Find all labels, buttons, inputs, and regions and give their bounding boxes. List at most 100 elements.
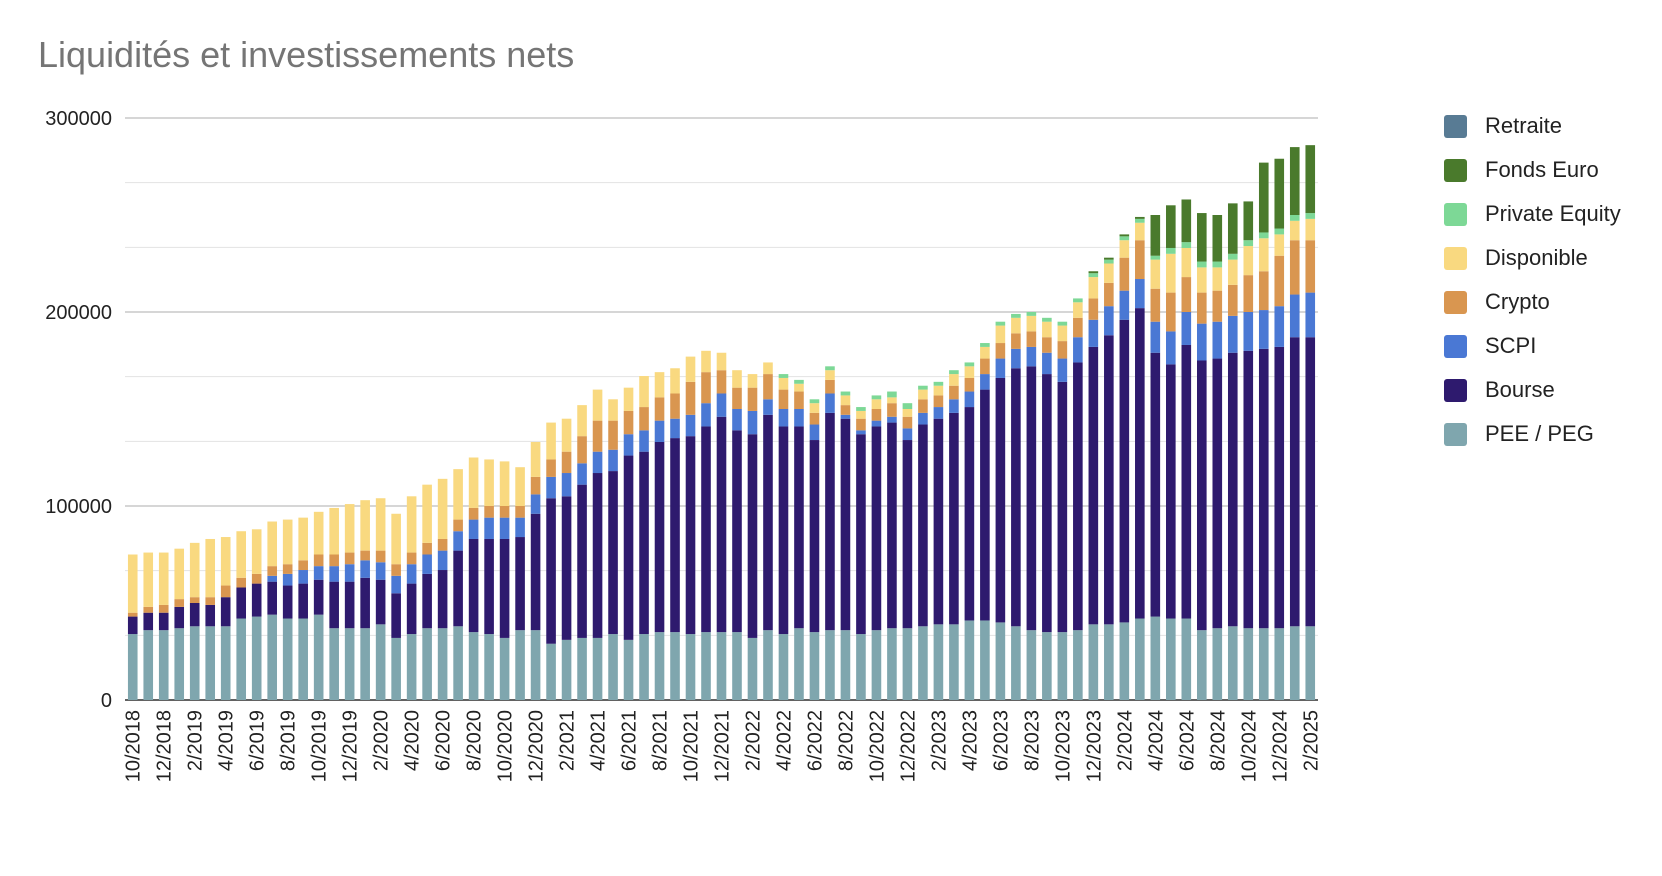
bar-segment-crypto-11-2019 xyxy=(329,554,339,567)
bar-segment-fonds-euro-12-2024 xyxy=(1274,158,1285,229)
bar-segment-bourse-6-2019 xyxy=(251,583,262,617)
y-tick-label: 100000 xyxy=(45,496,112,518)
bar-segment-pee-peg-3-2019 xyxy=(205,626,216,700)
bar-segment-pee-peg-9-2024 xyxy=(1227,626,1238,700)
bar-segment-pee-peg-1-2021 xyxy=(546,643,556,700)
bar-segment-bourse-7-2021 xyxy=(639,451,649,635)
bar-segment-private-equity-7-2024 xyxy=(1196,261,1207,268)
bar-segment-scpi-2-2024 xyxy=(1119,290,1130,320)
bar-segment-bourse-2-2022 xyxy=(747,434,758,638)
bar-segment-bourse-10-2023 xyxy=(1057,381,1068,633)
bar-segment-crypto-2-2025 xyxy=(1305,240,1316,293)
bar-segment-crypto-12-2022 xyxy=(902,416,913,429)
bar-segment-crypto-12-2018 xyxy=(158,604,169,613)
bar-segment-crypto-4-2023 xyxy=(964,377,975,392)
bar-segment-scpi-8-2023 xyxy=(1026,346,1037,367)
bar-segment-fonds-euro-11-2024 xyxy=(1258,162,1269,233)
bar-segment-crypto-11-2020 xyxy=(515,506,525,518)
bar-segment-scpi-5-2023 xyxy=(980,374,990,390)
bar-segment-disponible-4-2022 xyxy=(778,377,789,390)
bar-segment-crypto-10-2022 xyxy=(871,409,882,421)
x-tick-label: 4/2023 xyxy=(959,710,981,771)
bar-segment-disponible-4-2020 xyxy=(406,496,417,553)
bars xyxy=(127,145,1316,700)
bar-segment-crypto-4-2022 xyxy=(778,389,789,409)
x-tick-label: 4/2020 xyxy=(402,710,424,771)
bar-segment-bourse-5-2020 xyxy=(422,573,432,629)
bar-segment-crypto-2-2023 xyxy=(933,395,944,408)
bar-segment-disponible-3-2024 xyxy=(1135,222,1145,241)
bar-segment-disponible-12-2019 xyxy=(344,504,355,553)
bar-segment-crypto-7-2023 xyxy=(1011,333,1021,349)
bar-segment-bourse-12-2023 xyxy=(1088,346,1099,625)
legend-swatch xyxy=(1444,202,1467,226)
bar-segment-private-equity-10-2022 xyxy=(871,395,882,400)
bar-segment-crypto-4-2021 xyxy=(592,420,603,452)
bar-segment-crypto-8-2024 xyxy=(1212,290,1223,322)
bar-segment-disponible-1-2020 xyxy=(360,500,370,551)
bar-segment-pee-peg-8-2020 xyxy=(468,632,479,700)
bar-segment-private-equity-4-2022 xyxy=(778,374,789,378)
legend-item: SCPI xyxy=(1444,324,1621,368)
bar-segment-scpi-11-2023 xyxy=(1073,337,1083,363)
bar-segment-crypto-7-2022 xyxy=(825,379,835,394)
bar-segment-pee-peg-4-2019 xyxy=(220,626,231,700)
bar-segment-disponible-2-2019 xyxy=(189,542,200,598)
bar-segment-scpi-1-2020 xyxy=(360,560,370,578)
bar-segment-bourse-2-2020 xyxy=(375,579,386,625)
bar-segment-bourse-4-2019 xyxy=(220,597,231,627)
bar-segment-disponible-6-2023 xyxy=(995,325,1006,344)
bar-segment-private-equity-12-2022 xyxy=(902,403,913,409)
bar-segment-crypto-8-2021 xyxy=(654,397,665,421)
bar-segment-scpi-9-2023 xyxy=(1042,352,1052,375)
bar-segment-crypto-11-2024 xyxy=(1258,271,1269,311)
bar-segment-bourse-12-2018 xyxy=(158,612,169,631)
bar-segment-crypto-7-2020 xyxy=(453,519,463,532)
bar-segment-fonds-euro-2-2024 xyxy=(1119,234,1130,237)
bar-segment-pee-peg-4-2024 xyxy=(1150,616,1161,700)
bar-segment-disponible-8-2023 xyxy=(1026,315,1037,332)
bar-segment-private-equity-9-2024 xyxy=(1227,253,1238,260)
bar-segment-bourse-7-2022 xyxy=(825,412,835,631)
bar-segment-scpi-5-2021 xyxy=(608,449,618,472)
bar-segment-scpi-11-2022 xyxy=(887,416,897,423)
bar-segment-disponible-10-2021 xyxy=(685,356,696,382)
bar-segment-private-equity-3-2024 xyxy=(1135,218,1145,223)
bar-segment-crypto-5-2022 xyxy=(794,391,804,409)
x-tick-label: 12/2019 xyxy=(340,710,362,782)
bar-segment-scpi-2-2023 xyxy=(933,407,944,419)
bar-segment-bourse-10-2021 xyxy=(685,436,696,635)
bar-segment-scpi-1-2021 xyxy=(546,476,556,499)
bar-segment-bourse-9-2021 xyxy=(670,438,680,633)
bar-segment-scpi-12-2021 xyxy=(716,393,727,417)
bar-segment-private-equity-7-2022 xyxy=(825,366,835,371)
bar-segment-crypto-2-2019 xyxy=(189,597,200,603)
bar-segment-bourse-2-2025 xyxy=(1305,337,1316,627)
bar-segment-crypto-2-2022 xyxy=(747,387,758,411)
bar-segment-private-equity-8-2024 xyxy=(1212,261,1223,268)
bar-segment-disponible-9-2024 xyxy=(1227,259,1238,285)
bar-segment-private-equity-2-2025 xyxy=(1305,213,1316,219)
bar-segment-scpi-4-2021 xyxy=(592,451,603,474)
bar-segment-disponible-11-2021 xyxy=(701,350,711,373)
bar-segment-private-equity-6-2022 xyxy=(809,399,820,404)
bar-segment-crypto-11-2018 xyxy=(143,606,154,613)
bar-segment-private-equity-12-2024 xyxy=(1274,228,1285,235)
bar-segment-scpi-6-2021 xyxy=(623,434,634,456)
bar-segment-disponible-5-2019 xyxy=(236,531,247,578)
bar-segment-bourse-4-2023 xyxy=(964,407,975,621)
bar-segment-crypto-5-2019 xyxy=(236,577,247,588)
bar-segment-crypto-7-2021 xyxy=(639,407,649,431)
bar-segment-crypto-7-2024 xyxy=(1196,292,1207,324)
bar-segment-crypto-6-2019 xyxy=(251,573,262,584)
bar-segment-crypto-4-2019 xyxy=(220,585,231,598)
bar-segment-pee-peg-8-2021 xyxy=(654,632,665,700)
bar-segment-disponible-7-2024 xyxy=(1196,267,1207,293)
bar-segment-private-equity-5-2024 xyxy=(1166,247,1176,254)
bar-segment-private-equity-1-2025 xyxy=(1289,215,1300,221)
bar-segment-disponible-7-2019 xyxy=(267,521,277,567)
bar-segment-scpi-9-2020 xyxy=(484,517,494,539)
x-tick-label: 6/2024 xyxy=(1176,710,1198,771)
bar-segment-fonds-euro-3-2024 xyxy=(1135,216,1145,219)
